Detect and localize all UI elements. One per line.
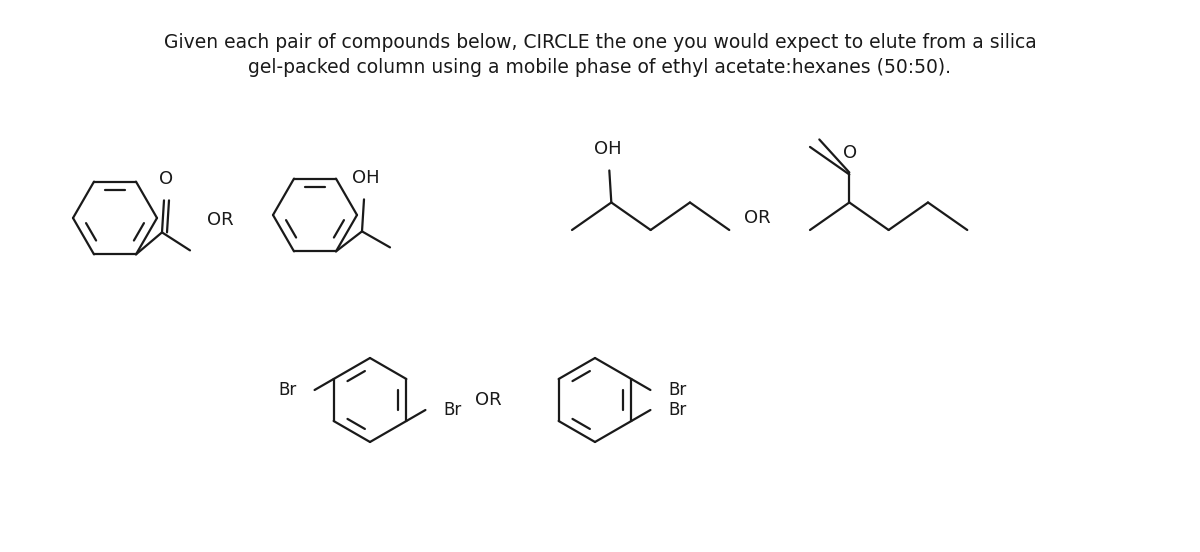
Text: Br: Br bbox=[668, 401, 686, 419]
Text: O: O bbox=[844, 145, 857, 162]
Text: Br: Br bbox=[278, 381, 296, 399]
Text: OH: OH bbox=[594, 140, 622, 158]
Text: Given each pair of compounds below, CIRCLE the one you would expect to elute fro: Given each pair of compounds below, CIRC… bbox=[163, 33, 1037, 52]
Text: OH: OH bbox=[352, 169, 380, 187]
Text: OR: OR bbox=[475, 391, 502, 409]
Text: gel-packed column using a mobile phase of ethyl acetate:hexanes (50:50).: gel-packed column using a mobile phase o… bbox=[248, 58, 952, 77]
Text: OR: OR bbox=[206, 211, 233, 229]
Text: Br: Br bbox=[444, 401, 462, 419]
Text: OR: OR bbox=[744, 209, 770, 227]
Text: Br: Br bbox=[668, 381, 686, 399]
Text: O: O bbox=[158, 171, 173, 188]
